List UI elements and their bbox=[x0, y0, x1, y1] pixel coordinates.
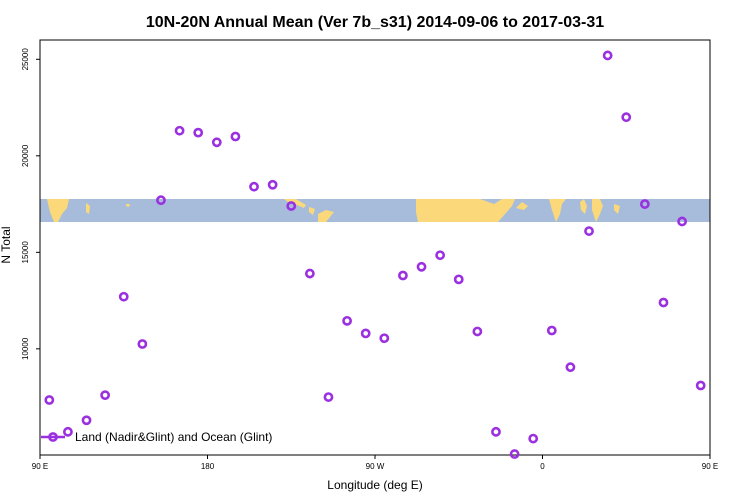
land-shape bbox=[126, 204, 130, 207]
data-points bbox=[44, 50, 706, 459]
legend-entry: Land (Nadir&Glint) and Ocean (Glint) bbox=[75, 430, 272, 444]
data-point bbox=[472, 326, 483, 337]
data-point bbox=[528, 433, 539, 444]
y-tick-label: 15000 bbox=[21, 241, 30, 264]
land-shape bbox=[549, 199, 566, 222]
plot-frame bbox=[39, 39, 711, 456]
y-axis-label: N Total bbox=[0, 226, 13, 263]
land-shape bbox=[614, 204, 620, 214]
land-shape bbox=[47, 199, 69, 222]
data-point bbox=[602, 50, 613, 61]
data-point bbox=[193, 127, 204, 138]
x-tick-label: 90 E bbox=[32, 462, 48, 471]
map-strip bbox=[40, 199, 710, 222]
data-point bbox=[509, 449, 520, 459]
data-point bbox=[360, 328, 371, 339]
x-tick-label: 90 W bbox=[366, 462, 385, 471]
land-shape bbox=[592, 199, 603, 222]
land-shape bbox=[309, 207, 315, 215]
data-point bbox=[230, 131, 241, 142]
land-shape bbox=[580, 199, 587, 214]
data-point bbox=[584, 226, 594, 236]
data-point bbox=[695, 380, 706, 391]
legend-marker bbox=[48, 432, 58, 442]
data-point bbox=[416, 261, 427, 272]
chart-title: 10N-20N Annual Mean (Ver 7b_s31) 2014-09… bbox=[146, 14, 604, 31]
data-point bbox=[621, 112, 632, 123]
data-point bbox=[342, 315, 352, 326]
data-point bbox=[323, 392, 334, 402]
x-tick-label: 0 bbox=[540, 462, 545, 471]
land-shape bbox=[86, 203, 90, 214]
data-point bbox=[211, 137, 222, 148]
data-point bbox=[677, 216, 687, 227]
data-point bbox=[100, 390, 111, 401]
data-point bbox=[304, 268, 315, 279]
y-tick-label: 10000 bbox=[21, 337, 30, 360]
data-point bbox=[639, 199, 650, 209]
data-point bbox=[174, 125, 185, 136]
data-point bbox=[453, 274, 464, 285]
data-point bbox=[44, 395, 55, 405]
y-tick-label: 20000 bbox=[21, 144, 30, 167]
data-point bbox=[435, 250, 446, 261]
x-tick-label: 90 E bbox=[702, 462, 718, 471]
data-point bbox=[156, 195, 166, 206]
data-point bbox=[379, 333, 390, 344]
data-point bbox=[286, 201, 297, 211]
data-point bbox=[137, 339, 148, 349]
ocean-band bbox=[40, 199, 710, 222]
data-point bbox=[118, 291, 129, 302]
data-point bbox=[565, 362, 576, 373]
data-point bbox=[658, 297, 669, 308]
data-point bbox=[81, 415, 92, 426]
x-tick-label: 180 bbox=[201, 462, 215, 471]
x-axis-label: Longitude (deg E) bbox=[327, 478, 422, 492]
y-tick-label: 25000 bbox=[21, 48, 30, 71]
legend: Land (Nadir&Glint) and Ocean (Glint) bbox=[41, 430, 272, 444]
data-point bbox=[398, 270, 408, 281]
data-point bbox=[63, 426, 73, 437]
data-point bbox=[491, 426, 501, 437]
data-point bbox=[249, 181, 259, 192]
land-shape bbox=[516, 202, 528, 210]
data-point bbox=[546, 325, 557, 336]
data-point bbox=[267, 179, 278, 190]
land-shape bbox=[416, 199, 515, 222]
y-axis: 10000 15000 20000 25000 bbox=[21, 48, 40, 360]
land-shape bbox=[318, 210, 334, 222]
